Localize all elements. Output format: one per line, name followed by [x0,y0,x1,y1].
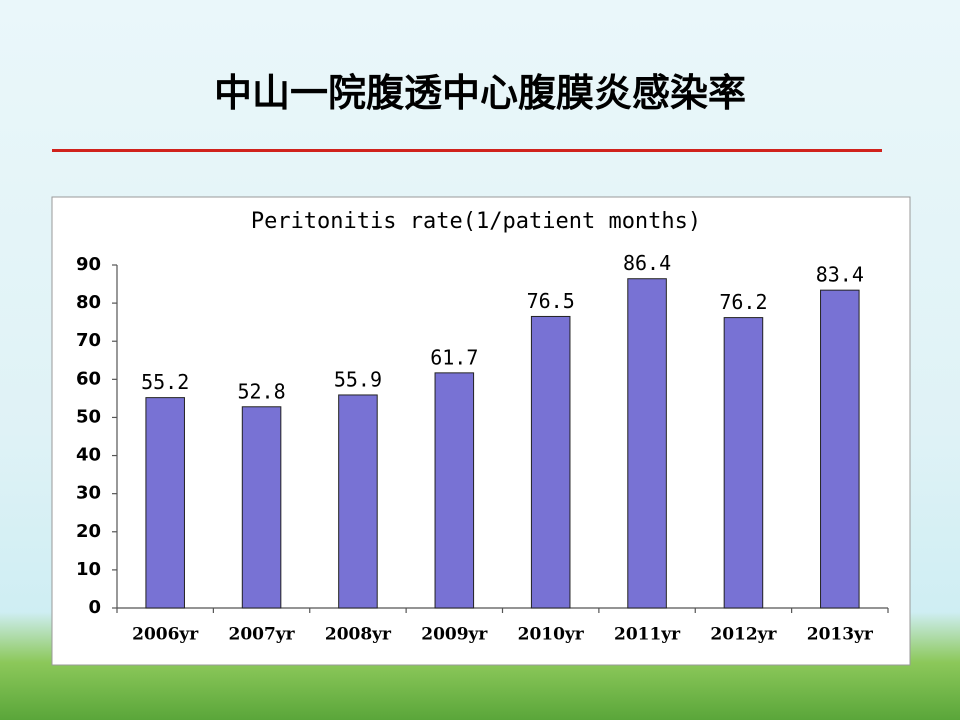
bar [241,406,282,609]
value-label: 52.8 [237,379,285,403]
y-tick-label: 20 [76,521,101,542]
value-label: 55.2 [141,370,189,394]
bar [145,397,185,609]
y-tick-label: 60 [76,368,101,389]
value-label: 76.5 [527,289,575,313]
bar [530,315,571,609]
value-label: 61.7 [430,345,478,369]
y-tick-label: 50 [76,406,101,427]
value-label: 86.4 [623,251,671,275]
bar [723,317,764,609]
value-label: 76.2 [719,290,767,314]
x-tick-label: 2010yr [518,625,585,645]
chart-title: Peritonitis rate(1/patient months) [251,209,701,234]
value-label: 55.9 [334,367,382,391]
bar [434,372,475,609]
y-tick-label: 30 [76,483,101,504]
bar [627,278,667,609]
chart-frame [51,196,911,666]
x-tick-label: 2012yr [710,625,777,645]
y-tick-label: 70 [76,330,101,351]
slide-title: 中山一院腹透中心腹膜炎感染率 [213,71,746,115]
y-tick-label: 90 [76,254,101,275]
x-tick-label: 2011yr [614,625,681,645]
y-tick-label: 40 [76,445,101,466]
title-rule [52,149,882,152]
bar [338,394,378,609]
x-tick-label: 2008yr [325,625,392,645]
x-tick-label: 2009yr [421,625,488,645]
y-tick-label: 10 [76,559,101,580]
y-tick-label: 80 [76,292,101,313]
x-tick-label: 2007yr [228,625,295,645]
value-label: 83.4 [816,263,864,287]
y-tick-label: 0 [88,597,101,618]
x-tick-label: 2006yr [132,625,199,645]
x-tick-label: 2013yr [807,625,874,645]
bar [820,289,860,609]
